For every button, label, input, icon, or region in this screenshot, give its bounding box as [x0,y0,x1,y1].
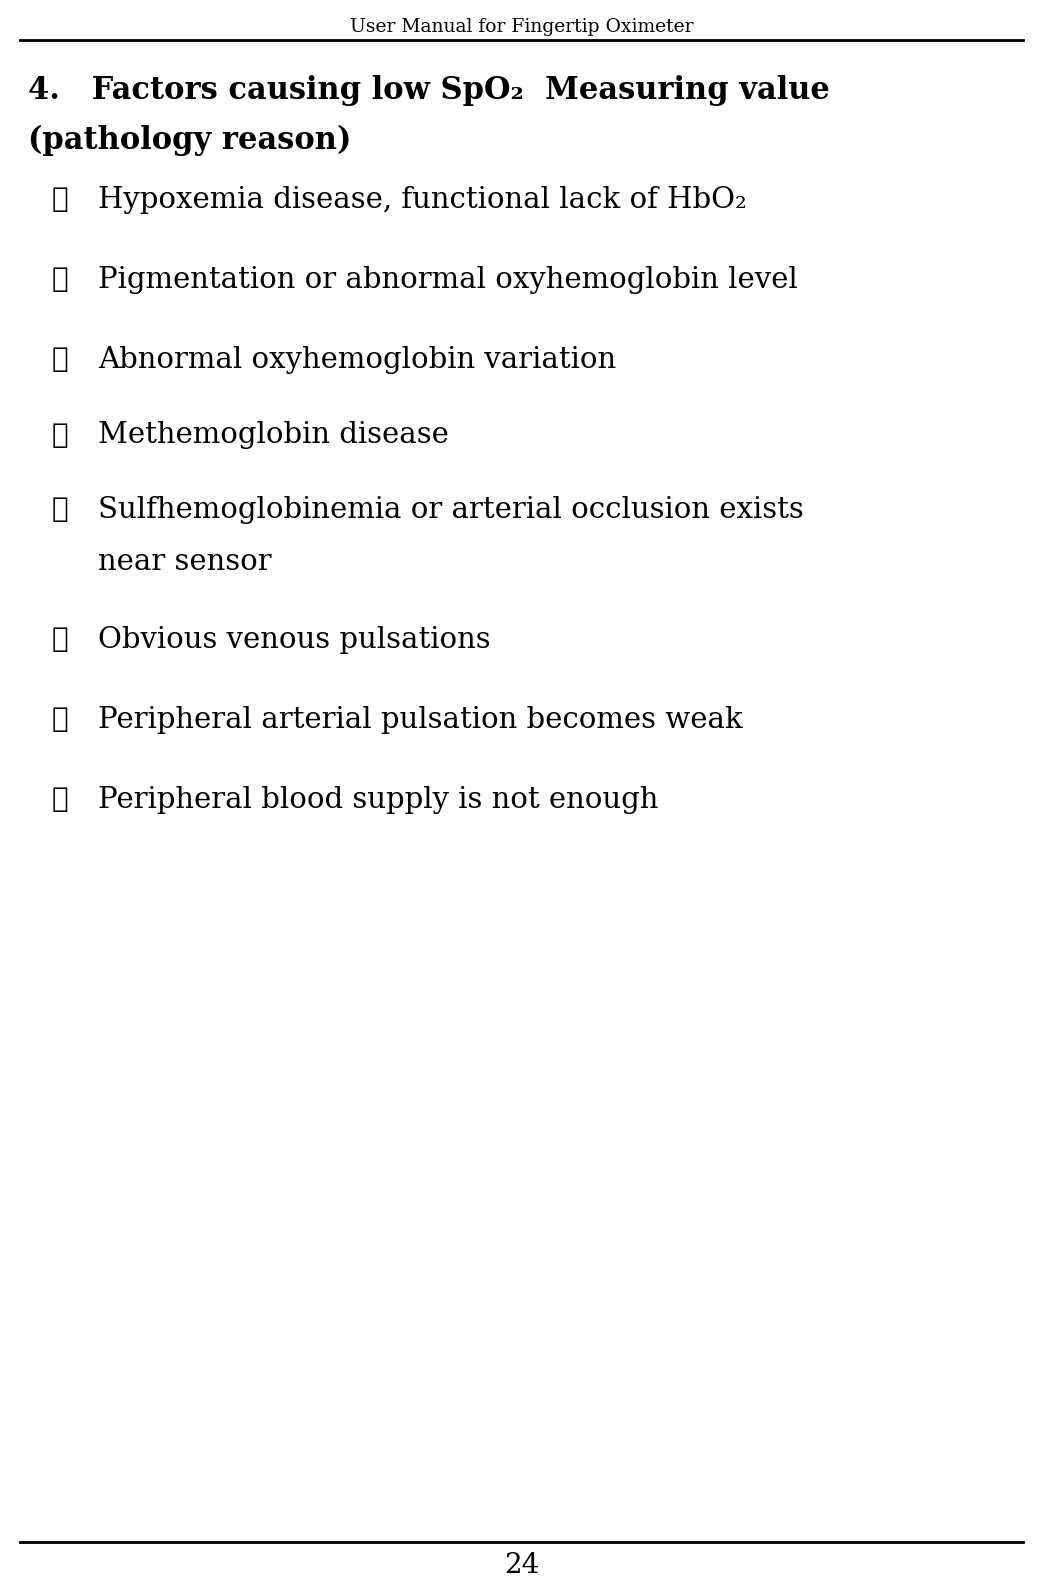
Text: ✦: ✦ [52,497,69,524]
Text: ✦: ✦ [52,627,69,654]
Text: User Manual for Fingertip Oximeter: User Manual for Fingertip Oximeter [349,17,694,36]
Text: 4.   Factors causing low SpO₂  Measuring value: 4. Factors causing low SpO₂ Measuring va… [28,74,830,106]
Text: (pathology reason): (pathology reason) [28,125,351,157]
Text: ✦: ✦ [52,187,69,214]
Text: Methemoglobin disease: Methemoglobin disease [98,421,448,450]
Text: ✦: ✦ [52,787,69,814]
Text: near sensor: near sensor [98,548,271,576]
Text: 24: 24 [504,1551,539,1578]
Text: Peripheral blood supply is not enough: Peripheral blood supply is not enough [98,787,658,814]
Text: ✦: ✦ [52,421,69,448]
Text: Peripheral arterial pulsation becomes weak: Peripheral arterial pulsation becomes we… [98,706,743,735]
Text: ✦: ✦ [52,266,69,293]
Text: Sulfhemoglobinemia or arterial occlusion exists: Sulfhemoglobinemia or arterial occlusion… [98,495,804,524]
Text: Abnormal oxyhemoglobin variation: Abnormal oxyhemoglobin variation [98,347,616,374]
Text: ✦: ✦ [52,706,69,733]
Text: Hypoxemia disease, functional lack of HbO₂: Hypoxemia disease, functional lack of Hb… [98,185,747,214]
Text: Pigmentation or abnormal oxyhemoglobin level: Pigmentation or abnormal oxyhemoglobin l… [98,266,798,294]
Text: ✦: ✦ [52,347,69,374]
Text: Obvious venous pulsations: Obvious venous pulsations [98,625,490,654]
